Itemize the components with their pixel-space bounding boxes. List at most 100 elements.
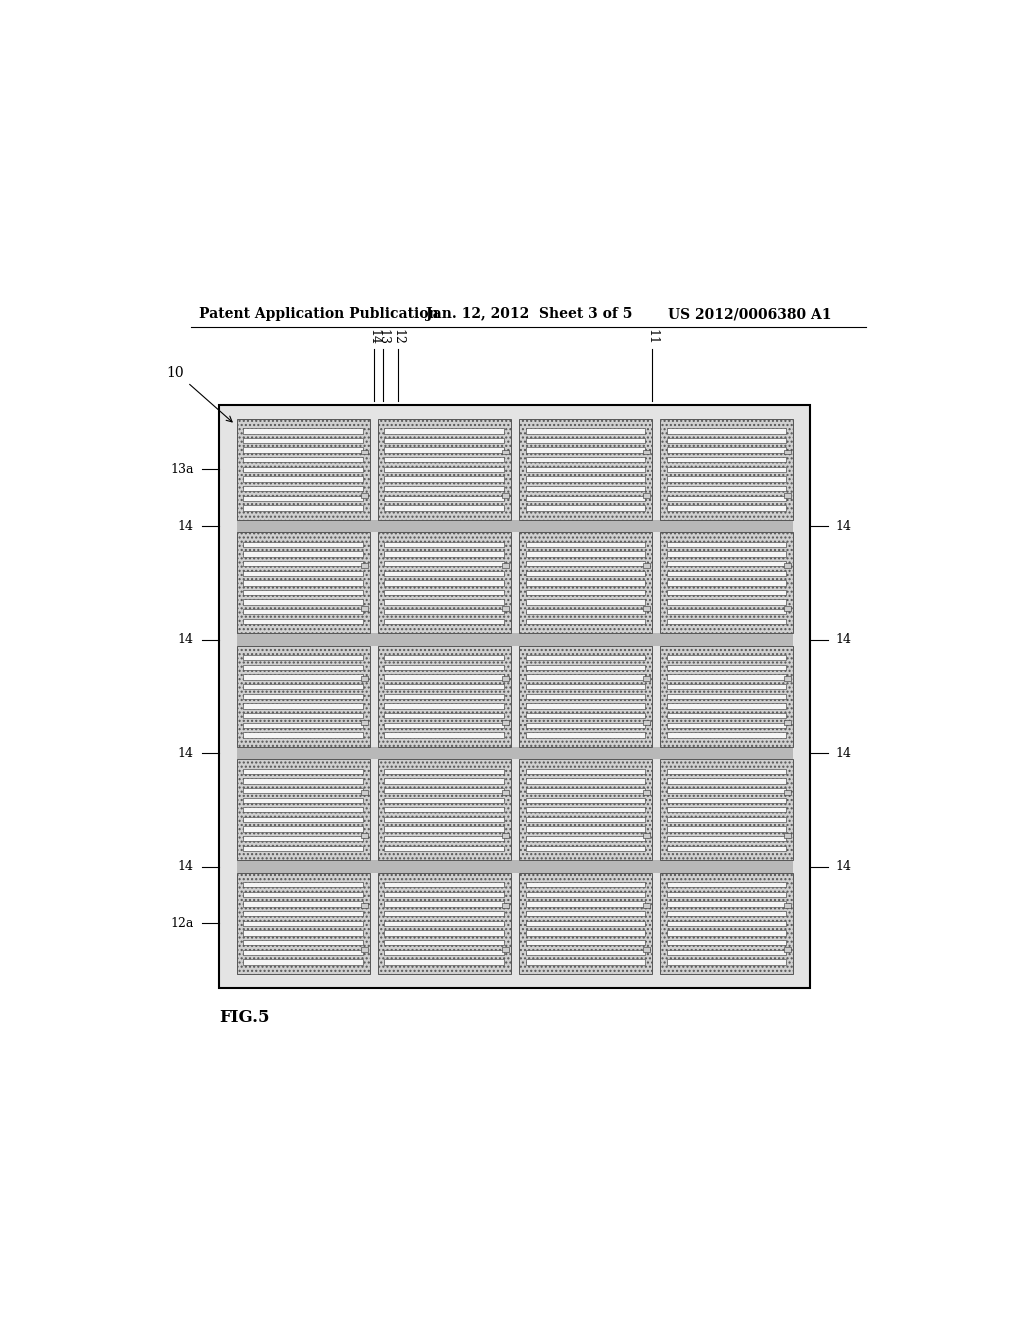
- Bar: [667, 694, 786, 700]
- Bar: [519, 532, 652, 634]
- Bar: [384, 931, 504, 936]
- Bar: [525, 438, 645, 444]
- Bar: [384, 779, 504, 784]
- Bar: [667, 808, 786, 813]
- Bar: [667, 552, 786, 557]
- Bar: [525, 940, 645, 945]
- Bar: [667, 949, 786, 954]
- Bar: [525, 541, 645, 546]
- Bar: [244, 590, 364, 595]
- Bar: [783, 606, 791, 611]
- Bar: [667, 675, 786, 680]
- Bar: [378, 418, 511, 520]
- Text: 14: 14: [178, 520, 194, 533]
- Bar: [502, 789, 509, 795]
- Bar: [384, 797, 504, 803]
- Bar: [525, 486, 645, 491]
- Bar: [525, 447, 645, 453]
- Bar: [244, 428, 364, 433]
- Bar: [525, 561, 645, 566]
- Bar: [643, 564, 650, 568]
- Bar: [244, 609, 364, 614]
- Bar: [237, 645, 370, 747]
- Bar: [237, 759, 370, 861]
- Bar: [244, 779, 364, 784]
- Bar: [783, 564, 791, 568]
- Bar: [667, 506, 786, 511]
- Bar: [643, 946, 650, 952]
- Bar: [244, 768, 364, 774]
- Bar: [525, 779, 645, 784]
- Bar: [244, 902, 364, 907]
- Bar: [667, 428, 786, 433]
- Text: 14: 14: [368, 329, 380, 346]
- Text: Jan. 12, 2012  Sheet 3 of 5: Jan. 12, 2012 Sheet 3 of 5: [426, 308, 632, 321]
- Text: 12: 12: [391, 329, 404, 346]
- Bar: [643, 833, 650, 838]
- Text: 14: 14: [178, 861, 194, 873]
- Bar: [244, 467, 364, 473]
- Bar: [783, 789, 791, 795]
- Bar: [525, 655, 645, 660]
- Bar: [525, 694, 645, 700]
- Bar: [384, 619, 504, 624]
- Bar: [237, 418, 370, 520]
- Bar: [360, 903, 368, 908]
- Bar: [525, 960, 645, 965]
- Bar: [659, 645, 793, 747]
- Bar: [244, 836, 364, 841]
- Bar: [525, 619, 645, 624]
- Bar: [237, 747, 793, 759]
- Bar: [525, 684, 645, 689]
- Bar: [384, 675, 504, 680]
- Bar: [525, 846, 645, 851]
- Bar: [384, 477, 504, 482]
- Bar: [643, 606, 650, 611]
- Bar: [244, 495, 364, 500]
- Bar: [525, 788, 645, 793]
- Bar: [667, 477, 786, 482]
- Bar: [667, 892, 786, 898]
- Bar: [237, 634, 793, 645]
- Bar: [384, 722, 504, 727]
- Bar: [643, 492, 650, 498]
- Bar: [667, 609, 786, 614]
- Bar: [667, 438, 786, 444]
- Bar: [525, 675, 645, 680]
- Text: 12a: 12a: [170, 917, 194, 929]
- Text: 13a: 13a: [170, 463, 194, 477]
- Bar: [244, 599, 364, 605]
- Bar: [244, 960, 364, 965]
- Bar: [502, 719, 509, 725]
- Text: 14: 14: [836, 520, 852, 533]
- Bar: [525, 826, 645, 832]
- Bar: [525, 949, 645, 954]
- Bar: [502, 903, 509, 908]
- Bar: [525, 836, 645, 841]
- Text: 10: 10: [167, 366, 184, 380]
- Bar: [244, 675, 364, 680]
- Bar: [384, 694, 504, 700]
- Bar: [244, 882, 364, 887]
- Bar: [502, 450, 509, 454]
- Bar: [360, 789, 368, 795]
- Bar: [525, 457, 645, 462]
- Bar: [667, 684, 786, 689]
- Bar: [667, 960, 786, 965]
- Bar: [244, 457, 364, 462]
- Bar: [384, 438, 504, 444]
- Bar: [384, 768, 504, 774]
- Bar: [384, 609, 504, 614]
- Bar: [360, 946, 368, 952]
- Bar: [525, 590, 645, 595]
- Bar: [667, 590, 786, 595]
- Bar: [667, 704, 786, 709]
- Bar: [519, 645, 652, 747]
- Bar: [525, 704, 645, 709]
- Bar: [502, 833, 509, 838]
- Bar: [783, 903, 791, 908]
- Bar: [384, 428, 504, 433]
- Bar: [244, 911, 364, 916]
- Bar: [659, 532, 793, 634]
- Bar: [244, 797, 364, 803]
